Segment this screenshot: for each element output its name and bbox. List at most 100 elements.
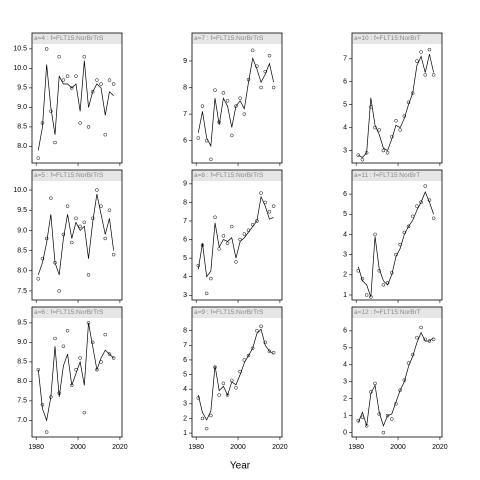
panel: a=6 : f=FLT15:NorBrTrS 7.0 7.5 8.0 8.5 9.0 9.5… — [17, 306, 128, 451]
point — [74, 216, 78, 221]
panel-frame — [191, 306, 283, 438]
y-tick-label: 5 — [343, 211, 347, 218]
panel: a=11 : f=FLT15:NorBrT 1 2 3 4 5 6 — [343, 169, 443, 303]
y-tick-label: 6 — [183, 357, 187, 364]
point — [398, 128, 402, 132]
y-tick-label: 1 — [343, 292, 347, 299]
point — [406, 361, 411, 365]
y-tick-label: 4 — [343, 362, 347, 369]
fit-line — [357, 191, 434, 298]
point — [103, 332, 108, 337]
y-tick-label: 8.5 — [17, 124, 27, 131]
y-tick-label: 1 — [183, 430, 187, 437]
point — [385, 151, 390, 155]
point — [107, 78, 112, 82]
point — [373, 125, 377, 130]
panel: a=9 : f=FLT15:NorBrTrS 1 2 3 4 5 6 7 8 1980 2000 20… — [183, 306, 288, 451]
point — [70, 240, 74, 245]
point — [217, 393, 221, 397]
point — [44, 236, 49, 241]
strip-title: a=10 : f=FLT15:NorBrT — [354, 35, 421, 42]
x-tick-label: 2000 — [390, 444, 406, 451]
point — [209, 157, 213, 162]
x-tick-label: 2020 — [112, 444, 128, 451]
point — [238, 96, 242, 100]
point — [36, 367, 41, 372]
strip-title: a=9 : f=FLT15:NorBrTrS — [194, 309, 264, 316]
fit-line — [37, 60, 114, 151]
point — [209, 413, 213, 418]
point — [40, 403, 45, 407]
y-tick-label: 7 — [183, 218, 187, 225]
point — [200, 416, 205, 421]
point — [238, 369, 242, 374]
strip-bg — [32, 33, 122, 44]
point — [61, 78, 66, 82]
strip-bg — [352, 170, 442, 181]
y-tick-label: 10.5 — [13, 46, 27, 53]
y-tick-label: 6 — [183, 138, 187, 145]
point — [90, 90, 95, 94]
y-tick-label: 3 — [183, 401, 187, 408]
point — [86, 125, 91, 129]
strip-bg — [192, 170, 282, 181]
point — [107, 208, 112, 212]
point — [238, 237, 242, 242]
point — [57, 54, 61, 59]
y-tick-label: 4 — [183, 274, 187, 281]
point — [381, 148, 386, 153]
panel-frame — [191, 169, 283, 301]
point — [65, 328, 70, 333]
y-tick-label: 7.5 — [17, 288, 27, 295]
point — [390, 417, 394, 421]
point — [419, 325, 423, 330]
point — [196, 396, 201, 400]
point — [213, 88, 217, 92]
strip-bg — [192, 307, 282, 318]
point — [381, 283, 386, 287]
point — [53, 336, 57, 341]
point — [217, 247, 221, 251]
point — [255, 219, 259, 223]
panel-frame — [31, 32, 123, 164]
fit-line — [197, 195, 274, 278]
point — [410, 214, 415, 219]
point — [90, 216, 95, 221]
panel-frame — [191, 32, 283, 164]
point — [415, 59, 419, 63]
point — [200, 243, 205, 247]
point — [364, 424, 369, 428]
point — [259, 324, 263, 329]
point — [423, 337, 428, 342]
point — [259, 85, 263, 90]
point — [263, 340, 268, 345]
point — [65, 74, 70, 78]
point — [78, 224, 82, 229]
point — [78, 121, 82, 125]
strip-title: a=8 : f=FLT15:NorBrTrS — [194, 172, 264, 179]
point — [246, 353, 251, 358]
point — [95, 78, 99, 82]
point — [423, 184, 428, 188]
point — [369, 295, 373, 299]
point — [360, 157, 365, 162]
point — [225, 241, 230, 246]
y-tick-label: 6 — [343, 328, 347, 335]
point — [234, 385, 238, 390]
y-tick-label: 2 — [343, 272, 347, 279]
y-tick-label: 5 — [343, 101, 347, 108]
y-tick-label: 8.0 — [17, 378, 27, 385]
point — [402, 230, 407, 235]
panel-frame — [351, 32, 443, 164]
point — [82, 220, 87, 225]
y-tick-label: 2 — [183, 415, 187, 422]
y-tick-label: 9.0 — [17, 104, 27, 111]
point — [271, 204, 276, 208]
point — [230, 133, 234, 138]
point — [373, 381, 377, 386]
point — [402, 114, 407, 118]
point — [103, 236, 108, 241]
point — [398, 242, 402, 247]
strip-title: a=12 : f=FLT15:NorBrT — [354, 309, 421, 316]
